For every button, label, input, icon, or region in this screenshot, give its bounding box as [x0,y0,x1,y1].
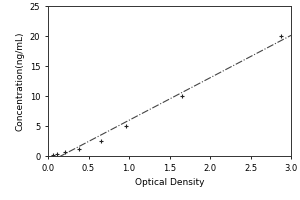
Y-axis label: Concentration(ng/mL): Concentration(ng/mL) [15,31,24,131]
X-axis label: Optical Density: Optical Density [135,178,204,187]
